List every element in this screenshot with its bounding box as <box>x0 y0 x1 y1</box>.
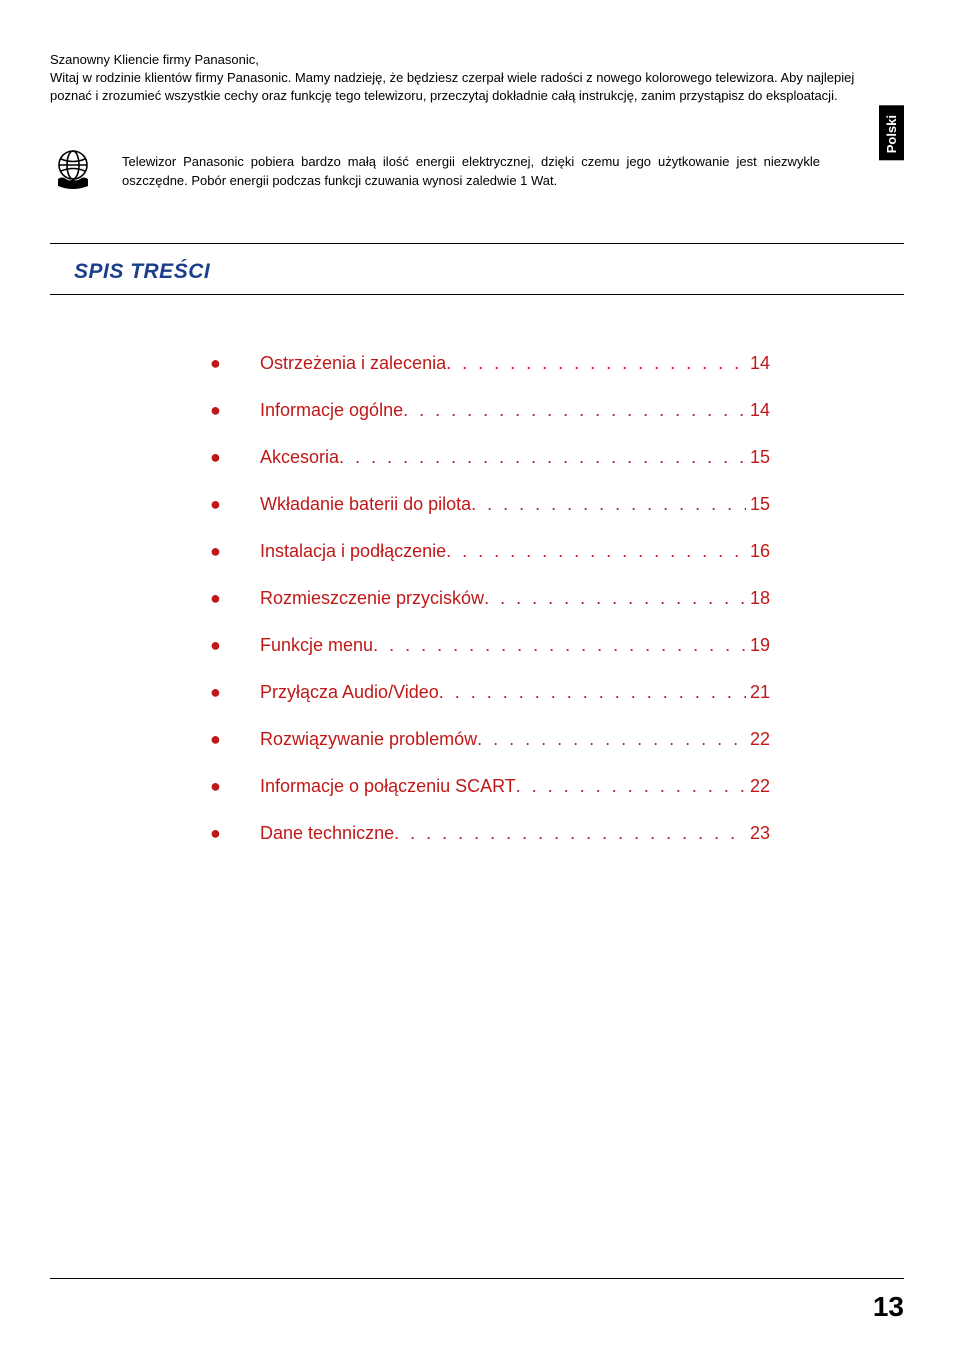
language-tab: Polski <box>879 105 904 160</box>
toc-item: ●Wkładanie baterii do pilota . . . . . .… <box>210 494 770 515</box>
bullet-icon: ● <box>210 682 260 703</box>
toc-label: Instalacja i podłączenie <box>260 541 446 562</box>
toc-item: ●Dane techniczne . . . . . . . . . . . .… <box>210 823 770 844</box>
toc-leader-dots: . . . . . . . . . . . . . . . . . . . . … <box>471 494 746 515</box>
bullet-icon: ● <box>210 353 260 374</box>
globe-hands-icon <box>50 146 96 197</box>
toc-label: Wkładanie baterii do pilota <box>260 494 471 515</box>
toc-item: ●Przyłącza Audio/Video . . . . . . . . .… <box>210 682 770 703</box>
toc-item: ●Akcesoria . . . . . . . . . . . . . . .… <box>210 447 770 468</box>
toc-item: ●Informacje ogólne . . . . . . . . . . .… <box>210 400 770 421</box>
toc-label: Rozwiązywanie problemów <box>260 729 477 750</box>
page-number: 13 <box>873 1291 904 1323</box>
toc-leader-dots: . . . . . . . . . . . . . . . . . . . . … <box>403 400 746 421</box>
toc-leader-dots: . . . . . . . . . . . . . . . . . . . . … <box>394 823 746 844</box>
toc-item: ●Informacje o połączeniu SCART . . . . .… <box>210 776 770 797</box>
toc-item: ●Funkcje menu . . . . . . . . . . . . . … <box>210 635 770 656</box>
divider <box>50 1278 904 1279</box>
bullet-icon: ● <box>210 494 260 515</box>
toc-page-number: 21 <box>746 682 770 703</box>
toc-leader-dots: . . . . . . . . . . . . . . . . . . . . … <box>439 682 746 703</box>
toc-leader-dots: . . . . . . . . . . . . . . . . . . . . … <box>446 541 746 562</box>
toc-item: ●Rozmieszczenie przycisków . . . . . . .… <box>210 588 770 609</box>
toc-label: Ostrzeżenia i zalecenia <box>260 353 446 374</box>
intro-greeting: Szanowny Kliencie firmy Panasonic, <box>50 52 904 67</box>
toc-label: Funkcje menu <box>260 635 373 656</box>
toc-page-number: 22 <box>746 729 770 750</box>
toc-label: Informacje ogólne <box>260 400 403 421</box>
toc-page-number: 15 <box>746 494 770 515</box>
toc-item: ●Rozwiązywanie problemów . . . . . . . .… <box>210 729 770 750</box>
toc-label: Informacje o połączeniu SCART <box>260 776 516 797</box>
bullet-icon: ● <box>210 729 260 750</box>
divider <box>50 243 904 244</box>
divider <box>50 294 904 295</box>
bullet-icon: ● <box>210 541 260 562</box>
bullet-icon: ● <box>210 400 260 421</box>
document-page: Szanowny Kliencie firmy Panasonic, Witaj… <box>0 0 954 1351</box>
bullet-icon: ● <box>210 635 260 656</box>
eco-block: Telewizor Panasonic pobiera bardzo małą … <box>50 146 820 197</box>
bullet-icon: ● <box>210 776 260 797</box>
toc-label: Rozmieszczenie przycisków <box>260 588 484 609</box>
toc-item: ●Instalacja i podłączenie . . . . . . . … <box>210 541 770 562</box>
bullet-icon: ● <box>210 823 260 844</box>
intro-body: Witaj w rodzinie klientów firmy Panasoni… <box>50 69 870 104</box>
toc-item: ●Ostrzeżenia i zalecenia . . . . . . . .… <box>210 353 770 374</box>
toc-page-number: 14 <box>746 400 770 421</box>
toc-page-number: 15 <box>746 447 770 468</box>
toc-label: Akcesoria <box>260 447 339 468</box>
toc-leader-dots: . . . . . . . . . . . . . . . . . . . . … <box>484 588 746 609</box>
toc-page-number: 14 <box>746 353 770 374</box>
table-of-contents: ●Ostrzeżenia i zalecenia . . . . . . . .… <box>210 353 770 844</box>
toc-leader-dots: . . . . . . . . . . . . . . . . . . . . … <box>516 776 746 797</box>
eco-text: Telewizor Panasonic pobiera bardzo małą … <box>122 153 820 189</box>
bullet-icon: ● <box>210 588 260 609</box>
toc-page-number: 16 <box>746 541 770 562</box>
toc-page-number: 23 <box>746 823 770 844</box>
bullet-icon: ● <box>210 447 260 468</box>
toc-leader-dots: . . . . . . . . . . . . . . . . . . . . … <box>446 353 746 374</box>
toc-label: Przyłącza Audio/Video <box>260 682 439 703</box>
toc-leader-dots: . . . . . . . . . . . . . . . . . . . . … <box>477 729 746 750</box>
toc-page-number: 22 <box>746 776 770 797</box>
section-title: SPIS TREŚCI <box>74 260 904 284</box>
toc-page-number: 19 <box>746 635 770 656</box>
toc-leader-dots: . . . . . . . . . . . . . . . . . . . . … <box>373 635 746 656</box>
toc-page-number: 18 <box>746 588 770 609</box>
toc-label: Dane techniczne <box>260 823 394 844</box>
toc-leader-dots: . . . . . . . . . . . . . . . . . . . . … <box>339 447 746 468</box>
